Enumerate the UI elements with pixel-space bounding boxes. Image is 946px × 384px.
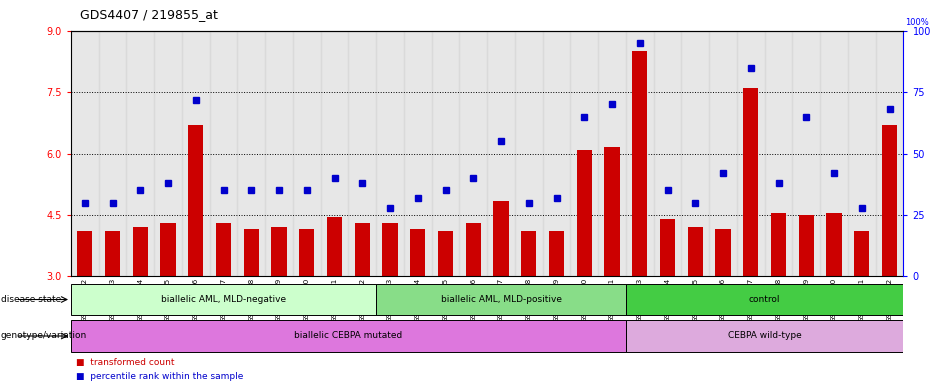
Text: genotype/variation: genotype/variation [1,331,87,341]
Bar [543,31,570,276]
Bar [460,31,487,276]
Bar [604,147,620,276]
Bar [188,125,203,276]
Text: biallelic CEBPA mutated: biallelic CEBPA mutated [294,331,403,341]
Bar [127,31,154,276]
Bar [710,31,737,276]
Bar [299,229,314,276]
Text: ■  percentile rank within the sample: ■ percentile rank within the sample [76,372,243,381]
Bar [244,229,259,276]
Bar [71,320,626,352]
Bar [793,31,820,276]
Bar [348,31,377,276]
Text: ■  transformed count: ■ transformed count [76,358,174,367]
Text: control: control [749,295,780,304]
Bar [431,31,460,276]
Bar [654,31,681,276]
Bar [265,31,293,276]
Bar [626,31,654,276]
Text: 100%: 100% [905,18,929,27]
Bar [515,31,543,276]
Bar [820,31,848,276]
Bar [715,229,730,276]
Bar [764,31,793,276]
Bar [327,217,342,276]
Bar [798,215,814,276]
Bar [660,219,675,276]
Bar [105,232,120,276]
Bar [882,125,897,276]
Bar [293,31,321,276]
Bar [465,223,481,276]
Bar [161,223,176,276]
Bar [632,51,647,276]
Bar [626,320,903,352]
Bar [71,31,98,276]
Bar [404,31,431,276]
Bar [494,201,509,276]
Bar [598,31,626,276]
Text: CEBPA wild-type: CEBPA wild-type [727,331,801,341]
Bar [182,31,210,276]
Bar [272,227,287,276]
Bar [771,213,786,276]
Bar [154,31,182,276]
Bar [848,31,876,276]
Bar [132,227,148,276]
Bar [688,227,703,276]
Bar [626,284,903,315]
Bar [98,31,127,276]
Bar [411,229,426,276]
Text: biallelic AML, MLD-positive: biallelic AML, MLD-positive [441,295,562,304]
Bar [377,31,404,276]
Bar [827,213,842,276]
Bar [487,31,515,276]
Bar [377,284,626,315]
Bar [744,88,759,276]
Bar [71,284,377,315]
Bar [681,31,710,276]
Bar [78,232,93,276]
Bar [216,223,231,276]
Bar [570,31,598,276]
Text: biallelic AML, MLD-negative: biallelic AML, MLD-negative [161,295,286,304]
Bar [382,223,397,276]
Bar [876,31,903,276]
Bar [210,31,237,276]
Bar [549,232,564,276]
Bar [321,31,348,276]
Bar [355,223,370,276]
Bar [854,232,869,276]
Bar [237,31,265,276]
Text: GDS4407 / 219855_at: GDS4407 / 219855_at [80,8,219,21]
Bar [438,232,453,276]
Bar [577,149,592,276]
Bar [521,232,536,276]
Bar [737,31,764,276]
Text: disease state: disease state [1,295,61,304]
